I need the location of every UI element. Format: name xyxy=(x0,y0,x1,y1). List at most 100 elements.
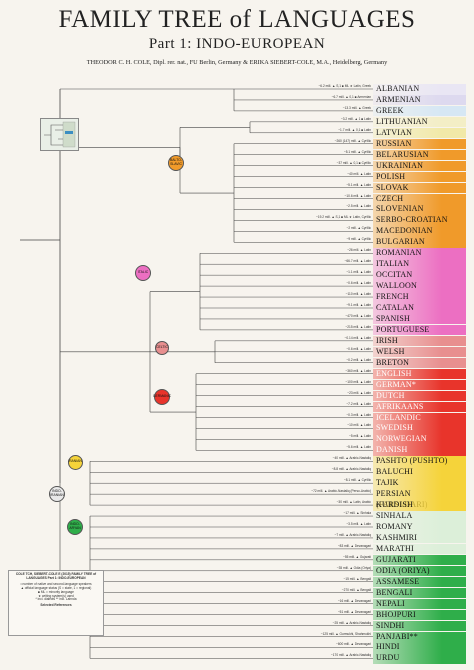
node-balto-slavic: BALTO-SLAVIC xyxy=(168,155,184,171)
legend-line: ▲ official language status (S = state, 1… xyxy=(20,585,92,590)
language-color-tab xyxy=(459,500,466,511)
language-label: BRETON xyxy=(373,357,459,369)
language-info: ~125 mill. ▲ Gurmukhi, Shahmukhi xyxy=(320,631,371,636)
language-info: ~260 (147) mill. ▲ Cyrillic xyxy=(334,138,371,143)
language-label: IRISH xyxy=(373,335,459,347)
language-label: BELARUSIAN xyxy=(373,149,459,161)
language-label: SLOVAK xyxy=(373,182,459,194)
language-label: FRENCH xyxy=(373,292,459,303)
language-label: CATALAN xyxy=(373,303,459,314)
language-color-tab xyxy=(459,105,466,117)
language-color-tab xyxy=(459,138,466,150)
language-label: KASHMIRI xyxy=(373,532,459,544)
language-color-tab xyxy=(459,456,466,467)
legend-line: * incl. dialects ** incl. Lahnda xyxy=(35,597,77,602)
language-label: TAJIK xyxy=(373,478,459,489)
language-label: POLISH xyxy=(373,171,459,183)
language-info: ~470 mill. ▲ Latin xyxy=(345,313,371,318)
language-color-tab xyxy=(459,335,466,347)
language-info: ~9 mill. ▲ Cyrillic xyxy=(346,237,372,242)
language-color-tab xyxy=(459,259,466,270)
language-info: ~170 mill. ▲ Arabic-Nastaliq xyxy=(330,653,371,658)
language-color-tab xyxy=(459,653,466,664)
language-info: ~83 mill. ▲ Devanagari xyxy=(337,543,371,548)
language-info: ~5.1 mill. ▲ Latin xyxy=(346,182,371,187)
language-label: SPANISH xyxy=(373,313,459,325)
language-label: BULGARIAN xyxy=(373,237,459,248)
language-info: ~100 mill. ▲ Latin xyxy=(345,379,371,384)
language-color-tab xyxy=(459,489,466,500)
language-info: ~3.5 mill. ▲ Latin xyxy=(346,522,371,526)
language-info: ~3.2 mill. ▲ 1 ■ Latin xyxy=(340,116,371,121)
language-info: ~19.2 mill. ▲ S,1 ■ ML ★ Latin, Cyrillic xyxy=(315,215,371,220)
language-label: PANJABI** xyxy=(373,631,459,642)
language-info: ~0.3 mill. ▲ Latin xyxy=(346,412,371,417)
language-info: ~25 mill. ▲ Arabic-Nastaliq xyxy=(332,620,371,625)
language-color-tab xyxy=(459,532,466,544)
language-color-tab xyxy=(459,401,466,413)
language-color-tab xyxy=(459,248,466,259)
language-color-tab xyxy=(459,94,466,106)
language-color-tab xyxy=(459,390,466,402)
language-label: SLOVENIAN xyxy=(373,204,459,215)
language-info: ~0.14 mill. ▲ Latin xyxy=(344,335,371,340)
language-label: SERBO-CROATIAN xyxy=(373,215,459,226)
language-color-tab xyxy=(459,160,466,172)
language-color-tab xyxy=(459,631,466,642)
language-label: WALLOON xyxy=(373,281,459,292)
page-title: FAMILY TREE of LANGUAGES xyxy=(58,6,416,33)
language-label: NEPALI xyxy=(373,598,459,610)
language-label: PASHTO (PUSHTO) xyxy=(373,456,459,467)
language-label: PORTUGUESE xyxy=(373,324,459,336)
language-color-tab xyxy=(459,368,466,380)
language-info: ~9.1 mill. ▲ Latin xyxy=(346,303,371,307)
language-info: ~600 mill. ▲ Devanagari xyxy=(336,642,371,647)
language-color-tab xyxy=(459,609,466,621)
language-info: ~66.7 mill. ▲ Latin xyxy=(344,259,371,264)
language-info: ~26 mill. ▲ Latin xyxy=(347,248,371,253)
language-color-tab xyxy=(459,127,466,139)
language-label: NORWEGIAN xyxy=(373,434,459,445)
legend-box: COLE TCH, SIEBERT-COLE E (2015) FAMILY T… xyxy=(8,570,104,636)
language-label: KURDISH xyxy=(373,500,459,511)
language-info: ~110 mill. ▲ Latin xyxy=(345,292,371,297)
language-color-tab xyxy=(459,204,466,215)
language-info: ~5 mill. ▲ Latin xyxy=(348,434,371,439)
language-label: ITALIAN xyxy=(373,259,459,270)
language-label: UKRAINIAN xyxy=(373,160,459,172)
language-info: ~8.8 mill. ▲ Arabic-Nastaliq xyxy=(331,467,371,472)
language-info: ~51 mill. ▲ Devanagari xyxy=(337,609,371,614)
language-label: ICELANDIC xyxy=(373,412,459,423)
language-info: ~5.6 mill. ▲ Latin xyxy=(346,445,371,450)
language-color-tab xyxy=(459,313,466,325)
language-label: BHOJPURI xyxy=(373,609,459,621)
language-color-tab xyxy=(459,642,466,653)
language-info: ~5.1 mill. ▲ Cyrillic xyxy=(343,149,371,154)
language-color-tab xyxy=(459,292,466,303)
language-info: ~15 mill. ▲ Bengali xyxy=(343,576,371,581)
language-info: ~6.7 mill. ▲ 0,1 ■ Armenian xyxy=(331,94,371,99)
language-color-tab xyxy=(459,357,466,369)
language-color-tab xyxy=(459,598,466,610)
language-color-tab xyxy=(459,116,466,128)
language-label: BENGALI xyxy=(373,587,459,599)
node-italic: ITALIC xyxy=(135,265,151,281)
language-label: SINDHI xyxy=(373,620,459,632)
language-color-tab xyxy=(459,346,466,358)
language-color-tab xyxy=(459,303,466,314)
language-color-tab xyxy=(459,565,466,577)
language-color-tab xyxy=(459,149,466,161)
language-label: ALBANIAN xyxy=(373,84,459,95)
language-label: ROMANY xyxy=(373,522,459,533)
language-label: BALUCHI xyxy=(373,467,459,478)
legend-line: • number of native and second-language s… xyxy=(20,581,92,586)
language-info: ~17 mill. ▲ Sinhala xyxy=(343,511,371,516)
language-color-tab xyxy=(459,511,466,522)
language-color-tab xyxy=(459,215,466,226)
minimap-graphic xyxy=(44,121,76,148)
node-iranian: IRANIAN xyxy=(67,454,83,470)
language-info: ~40 mill. ▲ Latin xyxy=(347,171,371,176)
node-indo-iranian: INDO-IRANIAN xyxy=(49,486,65,502)
language-color-tab xyxy=(459,522,466,533)
language-label: ODIA (ORIYA) xyxy=(373,565,459,577)
